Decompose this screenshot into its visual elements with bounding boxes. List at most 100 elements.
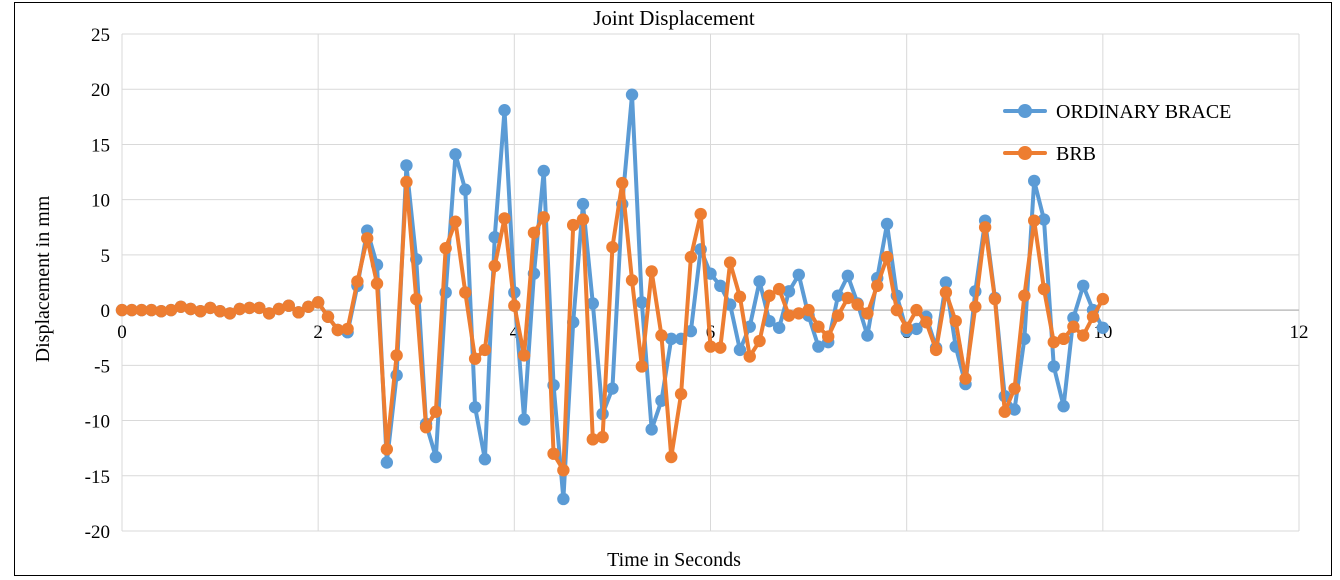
- data-point-ordinary-brace: [635, 296, 649, 309]
- data-point-ordinary-brace: [1077, 279, 1090, 293]
- data-point-brb: [782, 309, 796, 322]
- data-point-brb: [606, 240, 619, 254]
- data-point-brb: [125, 303, 139, 317]
- data-point-brb: [851, 298, 864, 311]
- data-point-brb: [625, 274, 639, 287]
- data-point-ordinary-brace: [1037, 213, 1051, 226]
- data-point-brb: [802, 303, 815, 317]
- data-point-brb: [233, 302, 246, 316]
- data-point-brb: [370, 277, 384, 290]
- data-point-brb: [459, 286, 472, 299]
- data-point-brb: [674, 387, 688, 401]
- data-point-brb: [998, 405, 1011, 418]
- data-point-brb: [253, 301, 266, 315]
- data-point-brb: [871, 279, 884, 293]
- data-point-brb: [586, 433, 599, 446]
- data-point-ordinary-brace: [576, 197, 590, 211]
- y-tick-label: -10: [85, 412, 110, 433]
- data-point-brb: [684, 250, 698, 264]
- y-tick-label: 15: [91, 135, 110, 156]
- data-point-ordinary-brace: [861, 329, 874, 342]
- data-point-brb: [155, 305, 168, 318]
- series-ordinary-brace: [115, 88, 1110, 506]
- data-point-brb: [243, 301, 256, 315]
- data-point-brb: [988, 292, 1002, 306]
- data-point-brb: [704, 340, 717, 353]
- data-point-brb: [566, 218, 580, 232]
- data-point-brb: [1008, 382, 1021, 395]
- data-point-brb: [1037, 282, 1051, 296]
- y-tick-label: 10: [91, 191, 110, 212]
- chart-frame: -20-15-10-50510152025024681012 Joint Dis…: [14, 2, 1332, 576]
- data-point-brb: [272, 302, 286, 316]
- data-point-ordinary-brace: [606, 382, 619, 395]
- data-point-ordinary-brace: [831, 289, 845, 302]
- data-point-brb: [400, 175, 413, 189]
- x-tick-label: 2: [313, 322, 323, 343]
- data-point-ordinary-brace: [939, 276, 953, 289]
- y-tick-label: 0: [101, 301, 111, 322]
- data-point-brb: [557, 464, 570, 477]
- data-point-brb: [331, 323, 344, 337]
- legend-item-ordinary-brace: ORDINARY BRACE: [1003, 101, 1231, 123]
- data-point-ordinary-brace: [910, 322, 923, 336]
- data-point-ordinary-brace: [478, 453, 492, 466]
- data-point-brb: [792, 307, 805, 320]
- data-point-ordinary-brace: [625, 88, 639, 101]
- data-point-brb: [164, 303, 178, 317]
- data-point-ordinary-brace: [841, 269, 855, 283]
- data-point-brb: [135, 303, 148, 317]
- data-point-brb: [380, 443, 394, 456]
- data-point-ordinary-brace: [772, 321, 786, 334]
- data-point-brb: [772, 282, 786, 296]
- legend-marker-brb: [1018, 146, 1032, 160]
- legend-label-ordinary-brace: ORDINARY BRACE: [1056, 101, 1231, 123]
- data-point-brb: [978, 221, 992, 234]
- data-point-ordinary-brace: [812, 340, 825, 353]
- legend: ORDINARY BRACE BRB: [1003, 101, 1231, 165]
- data-point-brb: [302, 300, 315, 313]
- data-point-ordinary-brace: [459, 183, 472, 196]
- data-point-brb: [1067, 320, 1080, 333]
- data-point-brb: [665, 450, 678, 464]
- data-point-brb: [655, 329, 668, 342]
- data-point-brb: [733, 290, 747, 304]
- data-point-brb: [880, 250, 894, 264]
- data-point-brb: [429, 405, 443, 418]
- data-point-brb: [920, 316, 933, 329]
- data-point-ordinary-brace: [537, 164, 550, 178]
- series-lines: [115, 88, 1110, 506]
- data-point-ordinary-brace: [468, 401, 482, 414]
- data-point-brb: [204, 301, 217, 315]
- data-point-brb: [1018, 289, 1031, 302]
- data-point-brb: [1086, 310, 1100, 323]
- x-tick-label: 12: [1290, 322, 1309, 343]
- line-chart: -20-15-10-50510152025024681012 Joint Dis…: [32, 6, 1309, 571]
- data-point-brb: [1027, 214, 1041, 227]
- data-point-brb: [184, 302, 197, 316]
- x-tick-label: 0: [117, 322, 127, 343]
- data-point-brb: [478, 343, 492, 357]
- data-point-brb: [292, 306, 305, 319]
- y-tick-label: 20: [91, 80, 110, 101]
- data-point-ordinary-brace: [645, 423, 658, 436]
- data-point-brb: [753, 334, 766, 348]
- data-point-brb: [145, 303, 158, 317]
- data-point-brb: [537, 211, 550, 224]
- data-point-ordinary-brace: [1047, 360, 1060, 373]
- data-point-ordinary-brace: [1008, 403, 1021, 416]
- data-point-brb: [949, 314, 962, 328]
- data-point-brb: [351, 275, 364, 288]
- data-point-brb: [635, 360, 649, 373]
- data-point-ordinary-brace: [488, 231, 501, 244]
- data-point-brb: [939, 286, 953, 299]
- data-point-brb: [1057, 332, 1070, 346]
- data-point-brb: [439, 242, 452, 255]
- data-point-brb: [812, 320, 825, 333]
- data-point-ordinary-brace: [665, 332, 678, 346]
- data-point-brb: [929, 343, 943, 357]
- data-point-brb: [890, 303, 904, 317]
- data-point-brb: [449, 215, 462, 228]
- data-point-brb: [498, 212, 511, 225]
- data-point-brb: [1077, 329, 1090, 342]
